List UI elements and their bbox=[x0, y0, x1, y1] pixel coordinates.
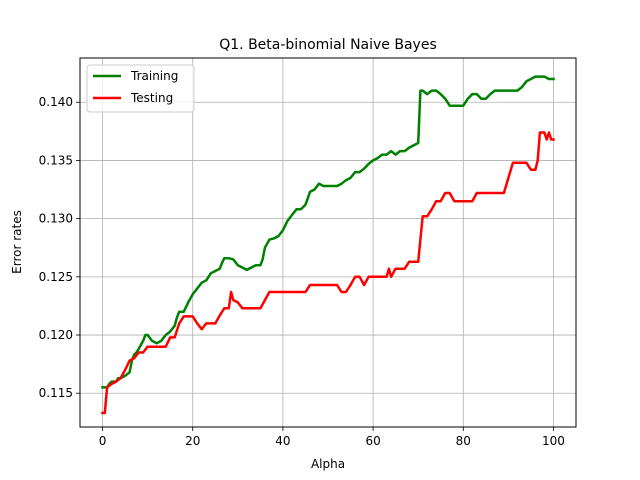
legend-label-testing: Testing bbox=[130, 91, 173, 105]
series-line-testing bbox=[101, 131, 555, 415]
plot-frame bbox=[79, 57, 577, 428]
plot-area bbox=[80, 58, 576, 427]
y-tick-label: 0.140 bbox=[39, 95, 73, 109]
y-tick-label: 0.130 bbox=[39, 212, 73, 226]
x-tick-label: 0 bbox=[99, 434, 107, 448]
x-tick-label: 100 bbox=[542, 434, 565, 448]
y-axis-label: Error rates bbox=[10, 210, 24, 274]
y-axis-ticks: 0.115 0.120 0.125 0.130 0.135 0.140 bbox=[39, 95, 80, 400]
chart-title: Q1. Beta-binomial Naive Bayes bbox=[219, 37, 437, 53]
series-line-training bbox=[101, 75, 555, 389]
y-tick-label: 0.135 bbox=[39, 153, 73, 167]
y-tick-label: 0.120 bbox=[39, 328, 73, 342]
series-layer bbox=[101, 75, 555, 415]
x-axis-ticks: 0 20 40 60 80 100 bbox=[99, 427, 565, 448]
x-tick-label: 60 bbox=[365, 434, 380, 448]
x-tick-label: 20 bbox=[185, 434, 200, 448]
y-tick-label: 0.125 bbox=[39, 270, 73, 284]
legend: Training Testing bbox=[86, 64, 195, 113]
x-tick-label: 40 bbox=[275, 434, 290, 448]
legend-label-training: Training bbox=[130, 69, 178, 83]
x-tick-label: 80 bbox=[456, 434, 471, 448]
x-axis-label: Alpha bbox=[311, 457, 345, 471]
y-tick-label: 0.115 bbox=[39, 386, 73, 400]
